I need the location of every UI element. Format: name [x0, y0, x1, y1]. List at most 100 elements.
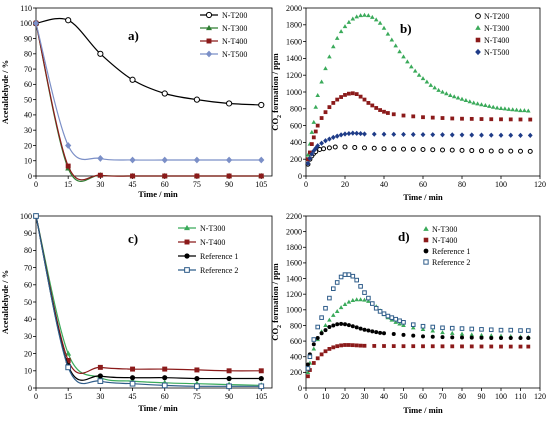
data-point: [391, 344, 396, 348]
x-tick-label: 15: [64, 180, 72, 189]
legend-entry: Reference 1: [178, 252, 238, 261]
data-point: [97, 172, 103, 178]
data-point: [430, 334, 435, 339]
data-point: [469, 116, 474, 121]
data-point: [366, 298, 371, 303]
data-point: [469, 132, 475, 138]
data-point: [460, 116, 464, 121]
x-tick-label: 0: [304, 392, 308, 401]
data-point: [502, 106, 508, 111]
data-point: [358, 326, 363, 331]
data-point: [420, 323, 426, 329]
data-point: [65, 17, 72, 24]
data-point: [382, 331, 386, 336]
legend-label: N-T300: [432, 225, 457, 234]
data-point: [385, 313, 391, 319]
data-point: [499, 335, 503, 340]
data-point: [469, 344, 474, 349]
legend-label: N-T200: [484, 12, 509, 21]
data-point: [401, 113, 406, 118]
data-point: [420, 147, 426, 153]
data-point: [258, 368, 264, 374]
data-point: [450, 335, 455, 340]
data-point: [162, 173, 168, 179]
data-point: [258, 101, 265, 109]
data-point: [459, 147, 465, 153]
data-point: [449, 132, 455, 138]
data-point: [350, 298, 356, 303]
data-point: [440, 89, 445, 94]
y-tick-label: 1600: [286, 37, 302, 46]
data-point: [319, 116, 324, 120]
data-point: [342, 272, 348, 277]
data-point: [518, 335, 523, 340]
y-tick-label: 1800: [286, 21, 302, 30]
y-axis-title: Acetaldehyde / %: [0, 270, 10, 334]
legend-label: N-T400: [222, 37, 247, 46]
data-point: [350, 324, 355, 329]
data-point: [65, 358, 71, 363]
data-point: [226, 173, 232, 179]
data-point: [377, 20, 383, 25]
legend-label: N-T400: [484, 36, 509, 45]
legend-label: N-T500: [484, 48, 509, 57]
data-point: [410, 131, 416, 138]
series-n-t300: [305, 12, 531, 157]
y-tick-label: 1600: [286, 259, 302, 268]
data-point: [479, 335, 484, 340]
y-tick-label: 0: [28, 384, 32, 393]
data-point: [373, 17, 379, 22]
data-point: [315, 356, 320, 361]
data-point: [311, 119, 317, 124]
x-tick-label: 30: [96, 180, 104, 189]
legend-marker: [423, 237, 429, 243]
data-point: [258, 375, 264, 382]
x-tick-label: 80: [458, 392, 466, 401]
data-point: [331, 286, 336, 292]
x-tick-label: 90: [478, 392, 486, 401]
data-point: [335, 322, 340, 327]
data-point: [323, 66, 328, 71]
legend-marker: [423, 248, 429, 254]
data-point: [97, 373, 103, 379]
legend-marker: [205, 50, 213, 58]
data-point: [330, 134, 336, 140]
data-point: [370, 103, 375, 108]
data-point: [440, 132, 445, 138]
data-point: [362, 290, 367, 295]
data-point: [518, 344, 523, 349]
data-point: [381, 131, 387, 137]
data-point: [508, 117, 513, 122]
data-point: [327, 105, 332, 110]
data-point: [370, 329, 375, 334]
legend-label: N-T200: [222, 11, 247, 20]
data-point: [226, 375, 232, 382]
legend-label: N-T300: [200, 224, 225, 233]
data-point: [381, 25, 387, 30]
y-tick-label: 80: [24, 246, 32, 255]
data-point: [315, 92, 320, 97]
data-point: [334, 35, 340, 40]
legend-marker: [475, 25, 481, 30]
data-point: [225, 156, 233, 164]
legend-marker: [423, 226, 429, 231]
x-tick-label: 0: [34, 392, 38, 401]
data-point: [469, 326, 475, 332]
data-point: [346, 130, 352, 137]
series-n-t300: [305, 297, 531, 374]
data-point: [323, 328, 328, 333]
data-point: [305, 152, 311, 157]
data-point: [469, 332, 475, 337]
data-point: [354, 92, 359, 96]
data-point: [428, 82, 434, 87]
series-n-t200: [305, 144, 533, 167]
series-n-t400: [33, 213, 264, 374]
x-tick-label: 20: [341, 180, 349, 189]
y-tick-label: 50: [24, 95, 32, 104]
data-point: [389, 37, 395, 42]
legend-entry: N-T500: [200, 50, 247, 59]
data-point: [370, 301, 375, 306]
data-point: [527, 132, 533, 138]
data-point: [347, 343, 351, 347]
data-point: [508, 327, 514, 333]
